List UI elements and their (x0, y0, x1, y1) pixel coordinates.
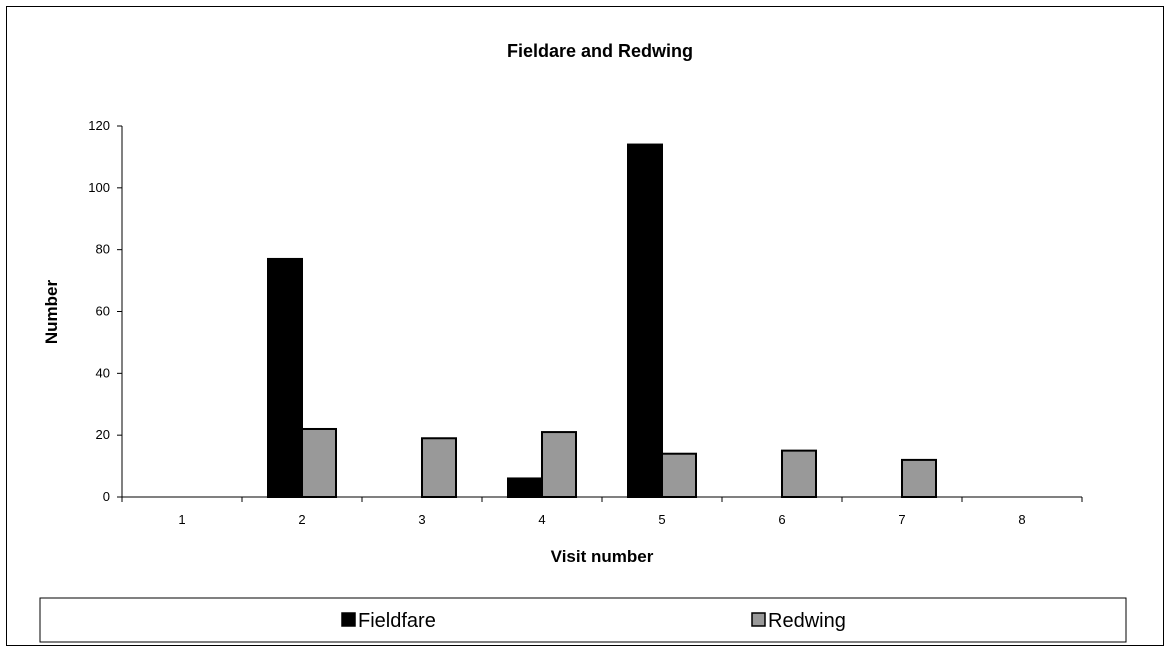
y-axis-label: Number (42, 280, 61, 345)
x-axis-label: Visit number (551, 547, 654, 566)
y-tick-label: 80 (96, 242, 110, 257)
legend-label-redwing: Redwing (768, 610, 846, 632)
y-tick-label: 40 (96, 365, 110, 380)
bar-redwing-7 (901, 458, 937, 498)
bar-fieldfare-2 (267, 257, 303, 499)
x-tick-label: 7 (898, 512, 905, 527)
legend-box (39, 597, 1127, 643)
x-tick-label: 8 (1018, 512, 1025, 527)
bar-redwing-2 (301, 427, 337, 499)
legend-label-fieldfare: Fieldfare (358, 610, 436, 632)
chart-frame (6, 6, 1164, 646)
bar-redwing-6 (781, 449, 817, 498)
legend-swatch-redwing (751, 612, 766, 627)
bar-fieldfare-4 (507, 477, 543, 499)
legend: Fieldfare Redwing (341, 610, 846, 632)
bar-redwing-5 (661, 452, 697, 499)
plot-area: 0 20 40 60 80 100 120 1 2 3 4 5 6 7 8 (88, 118, 1083, 527)
y-tick-label: 0 (103, 489, 110, 504)
legend-swatch-fieldfare (341, 612, 356, 627)
bar-redwing-4 (541, 431, 577, 499)
chart-title: Fieldare and Redwing (507, 41, 693, 61)
x-tick-label: 1 (178, 512, 185, 527)
y-tick-label: 120 (88, 118, 110, 133)
x-tick-label: 6 (778, 512, 785, 527)
x-tick-label: 2 (298, 512, 305, 527)
bar-redwing-3 (421, 437, 457, 498)
y-tick-label: 60 (96, 304, 110, 319)
bar-fieldfare-5 (627, 143, 663, 499)
x-tick-label: 5 (658, 512, 665, 527)
y-tick-label: 20 (96, 427, 110, 442)
x-tick-label: 3 (418, 512, 425, 527)
x-tick-label: 4 (538, 512, 545, 527)
y-tick-label: 100 (88, 180, 110, 195)
